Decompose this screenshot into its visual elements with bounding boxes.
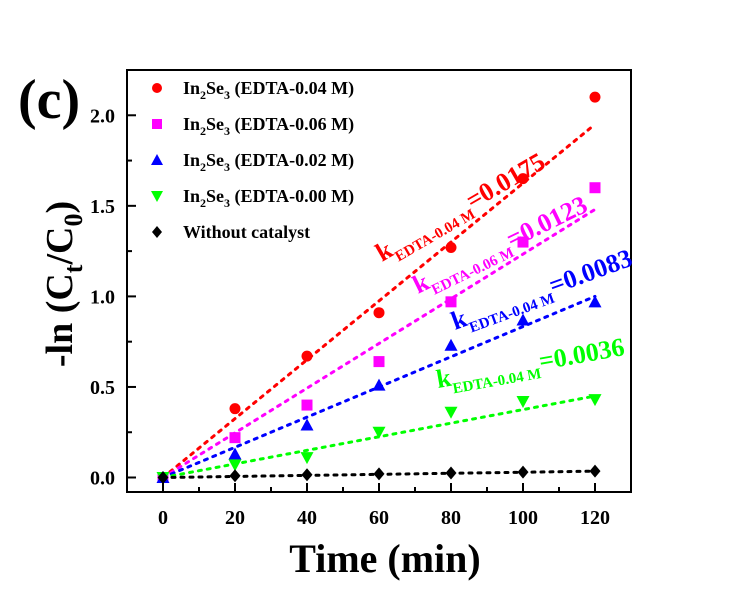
data-point — [588, 295, 602, 308]
x-tick-label: 0 — [158, 507, 168, 529]
rate-subscript: EDTA-0.04 M — [452, 366, 543, 397]
legend-item: In2Se3 (EDTA-0.04 M) — [152, 78, 354, 102]
y-label-sub-t: t — [59, 264, 88, 273]
y-tick-label: 0.5 — [90, 377, 115, 399]
svg-text:kEDTA-0.04 M=0.0036: kEDTA-0.04 M=0.0036 — [434, 332, 628, 400]
legend-label: Without catalyst — [183, 222, 310, 242]
y-label-sub-0: 0 — [59, 214, 88, 227]
data-point — [445, 466, 457, 480]
data-point — [517, 465, 529, 479]
data-point — [373, 307, 385, 319]
x-tick-label: 100 — [508, 507, 538, 529]
rate-value: =0.0083 — [545, 243, 636, 300]
data-point — [301, 399, 313, 411]
data-point — [300, 418, 314, 431]
data-point — [444, 338, 458, 351]
data-point — [157, 471, 169, 485]
y-label-ln: -ln (C — [39, 273, 81, 367]
data-point — [445, 241, 457, 253]
legend-item: In2Se3 (EDTA-0.00 M) — [151, 186, 354, 210]
x-tick-label: 80 — [441, 507, 461, 529]
rate-subscript: EDTA-0.04 M — [467, 291, 557, 337]
data-point — [445, 296, 457, 308]
x-axis-label: Time (min) — [289, 536, 480, 581]
data-point — [372, 378, 386, 391]
data-point — [152, 119, 162, 129]
data-point — [229, 403, 241, 415]
x-tick-label: 20 — [225, 507, 245, 529]
rate-value: =0.0123 — [502, 190, 592, 254]
data-point — [588, 394, 602, 407]
data-point — [229, 432, 241, 444]
legend-item: In2Se3 (EDTA-0.06 M) — [152, 114, 354, 138]
rate-constant-label: kEDTA-0.04 M=0.0036 — [434, 332, 628, 400]
data-point — [373, 356, 385, 368]
y-tick-label: 2.0 — [90, 105, 115, 127]
y-tick-label: 1.0 — [90, 286, 115, 308]
legend-label: In2Se3 (EDTA-0.00 M) — [183, 186, 354, 210]
data-points — [156, 91, 602, 485]
rate-constant-label: kEDTA-0.04 M=0.0083 — [447, 243, 638, 341]
legend-item: In2Se3 (EDTA-0.02 M) — [151, 150, 354, 174]
data-point — [301, 468, 313, 482]
data-point — [444, 406, 458, 419]
fit-line — [161, 122, 597, 480]
panel-label: (c) — [18, 69, 80, 131]
x-tick-label: 60 — [369, 507, 389, 529]
rate-value: =0.0036 — [537, 332, 627, 376]
legend-label: In2Se3 (EDTA-0.06 M) — [183, 114, 354, 138]
data-point — [151, 154, 163, 165]
axis-ticks: 0 20 40 60 80 100 120 0.0 0.5 1.0 1.5 2.0 — [90, 105, 610, 529]
data-point — [228, 447, 242, 460]
data-point — [300, 452, 314, 465]
y-tick-label: 1.5 — [90, 196, 115, 218]
data-point — [589, 91, 601, 103]
data-point — [373, 467, 385, 481]
x-tick-label: 40 — [297, 507, 317, 529]
rate-k: k — [434, 363, 454, 394]
rate-subscript: EDTA-0.06 M — [429, 245, 517, 299]
data-point — [152, 83, 162, 93]
x-tick-label: 120 — [580, 507, 610, 529]
y-label-slash: /C — [39, 227, 81, 266]
svg-text:-ln (Ct/C0): -ln (Ct/C0) — [39, 201, 88, 367]
data-point — [517, 236, 529, 248]
legend-label: In2Se3 (EDTA-0.02 M) — [183, 150, 354, 174]
data-point — [516, 313, 530, 326]
legend-label: In2Se3 (EDTA-0.04 M) — [183, 78, 354, 102]
svg-text:kEDTA-0.04 M=0.0083: kEDTA-0.04 M=0.0083 — [447, 243, 638, 341]
legend: In2Se3 (EDTA-0.04 M) In2Se3 (EDTA-0.06 M)… — [151, 78, 354, 242]
data-point — [229, 469, 241, 483]
y-label-close: ) — [39, 201, 81, 214]
data-point — [589, 182, 601, 194]
data-point — [301, 350, 313, 362]
legend-item: Without catalyst — [152, 222, 310, 242]
data-point — [228, 459, 242, 472]
rate-value: =0.0175 — [461, 147, 550, 215]
data-point — [589, 464, 601, 478]
data-point — [151, 191, 163, 202]
y-tick-label: 0.0 — [90, 468, 115, 490]
data-point — [516, 395, 530, 408]
data-point — [152, 226, 162, 238]
rate-k: k — [447, 303, 471, 335]
y-axis-label: -ln (Ct/C0) — [39, 201, 88, 367]
data-point — [517, 173, 529, 185]
data-point — [372, 426, 386, 439]
